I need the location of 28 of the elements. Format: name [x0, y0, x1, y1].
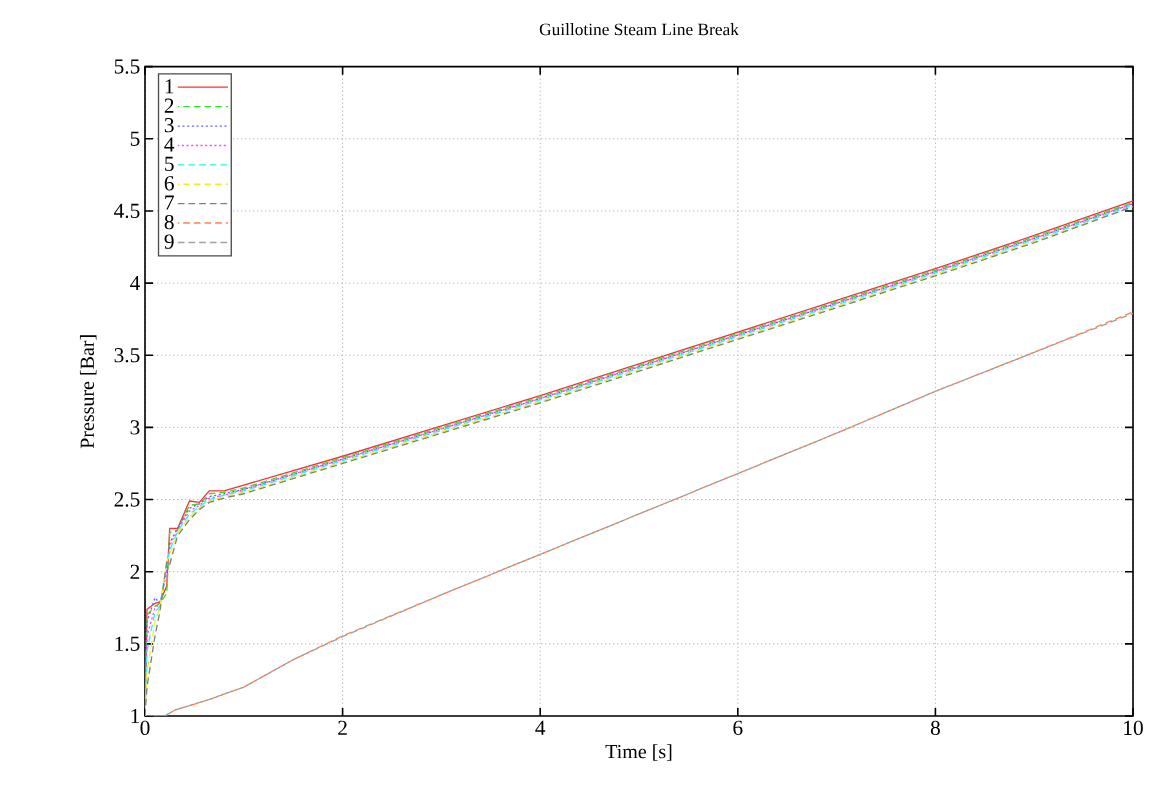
y-tick-label: 3 [130, 420, 140, 435]
legend-label: 5 [165, 156, 174, 172]
legend-label: 4 [164, 137, 175, 152]
legend-label: 8 [164, 214, 174, 230]
x-tick-label: 2 [338, 720, 347, 735]
y-tick-label: 2 [130, 564, 140, 579]
y-tick-label: 4.5 [114, 203, 140, 219]
y-tick-label: 4 [130, 276, 140, 291]
x-tick-label: 4 [535, 720, 546, 735]
y-axis-title: Pressure [Bar] [79, 335, 97, 449]
x-tick-label: 6 [733, 720, 743, 736]
legend-label: 2 [164, 98, 174, 113]
x-tick-label: 0 [140, 720, 150, 736]
chart-title: Guillotine Steam Line Break [539, 23, 739, 36]
x-axis-title: Time [s] [605, 744, 672, 761]
y-tick-label: 5 [130, 131, 140, 146]
legend-label: 9 [164, 234, 174, 249]
legend-label: 6 [164, 176, 174, 191]
y-tick-label: 2.5 [114, 492, 140, 507]
y-tick-label: 1 [131, 708, 140, 724]
y-tick-label: 5.5 [114, 59, 140, 74]
legend-label: 7 [165, 195, 174, 210]
legend-label: 3 [164, 118, 174, 133]
x-tick-label: 10 [1124, 720, 1143, 736]
legend-label: 1 [165, 79, 174, 94]
y-tick-label: 1.5 [115, 636, 140, 652]
x-tick-label: 8 [930, 720, 940, 736]
y-tick-label: 3.5 [114, 348, 140, 363]
